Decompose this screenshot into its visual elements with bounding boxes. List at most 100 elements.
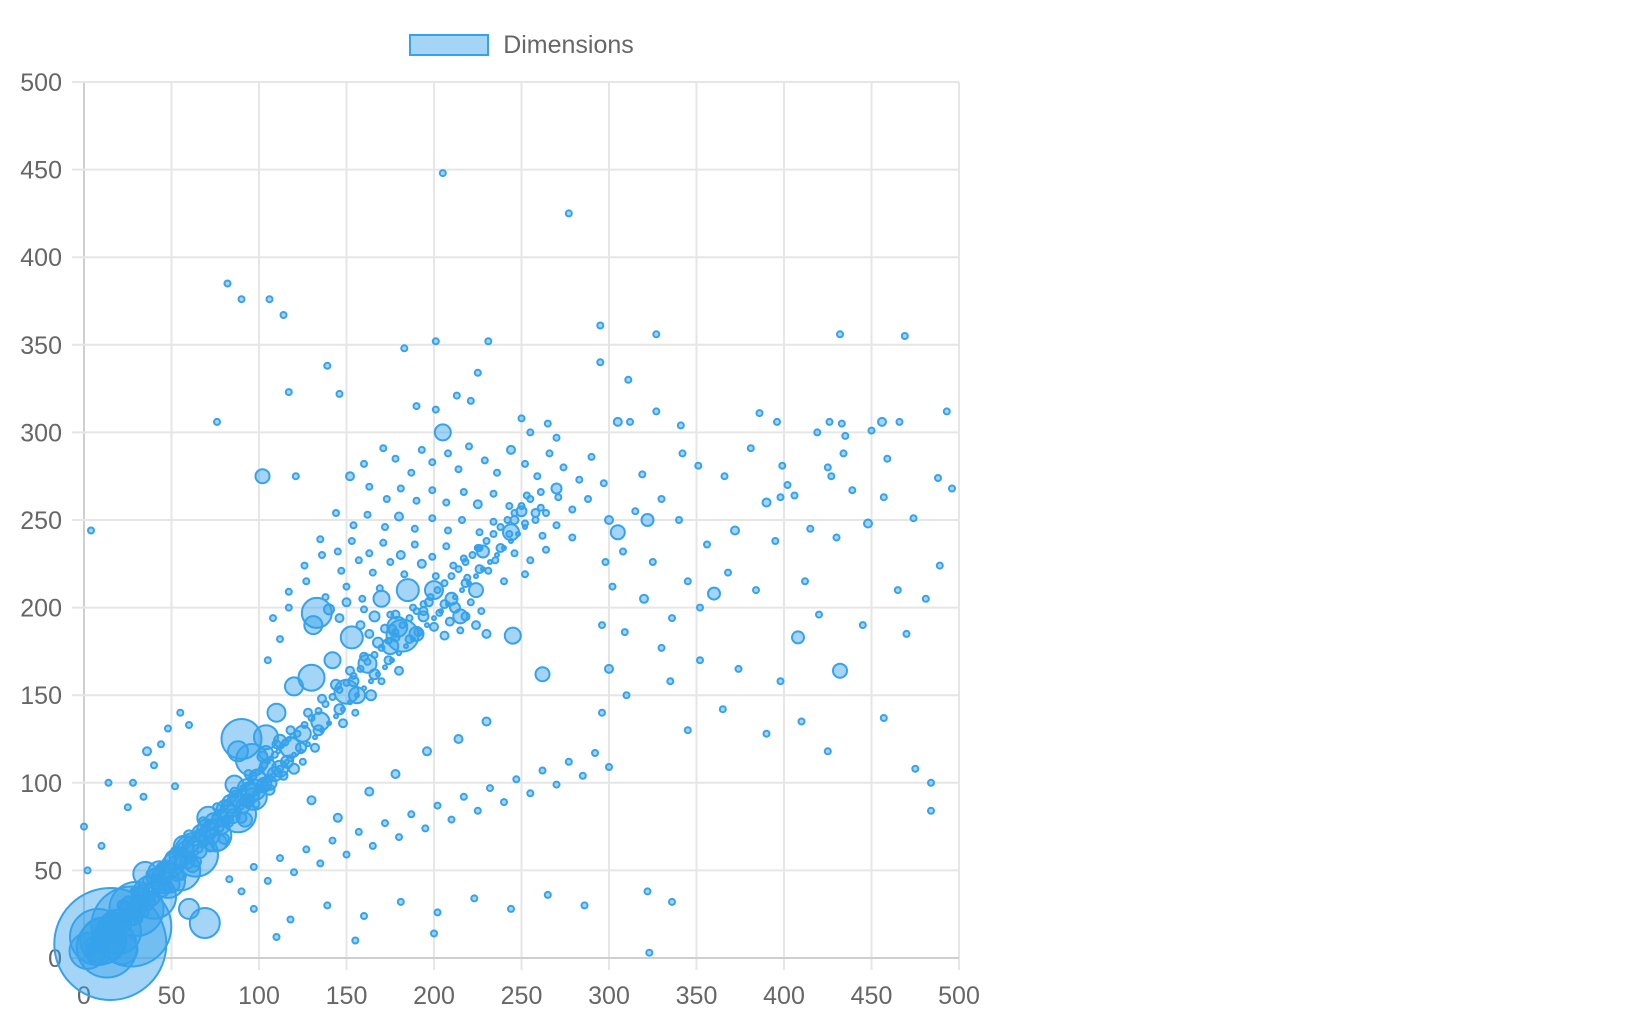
bubble [228,814,234,821]
bubble [604,515,614,525]
bubble [302,577,311,586]
bubble [210,832,217,839]
bubble [694,461,703,470]
bubble [340,706,346,713]
bubble [395,578,420,603]
bubble [473,544,482,552]
bubble [80,822,88,831]
bubble [375,671,381,678]
bubble [184,842,191,849]
bubble [332,812,343,823]
bubble [879,493,888,502]
bubble [326,720,332,727]
bubble [276,854,284,863]
bubble [433,586,442,595]
bubble [481,628,492,639]
bubble [354,556,363,565]
bubble [473,368,482,377]
bubble [285,736,292,742]
bubble [515,531,521,537]
bubble [275,748,282,755]
bubble [550,482,563,495]
bubble [491,556,500,565]
bubble [683,577,692,586]
bubble [104,778,113,787]
bubble [482,537,491,545]
bubble [203,839,210,846]
bubble [503,516,512,524]
bubble [221,821,227,828]
bubble [405,614,414,623]
bubble [832,662,848,679]
bubble [97,841,106,850]
bubble [823,747,832,756]
bubble [505,530,514,538]
bubble [526,428,535,437]
bubble [543,890,552,899]
y-tick-label: 250 [20,507,62,535]
y-tick-label: 50 [34,857,62,885]
bubble [619,547,627,556]
bubble [417,445,426,454]
bubble [286,915,295,924]
bubble [806,524,815,533]
bubble [335,389,344,398]
bubble [431,572,440,581]
bubble [934,474,942,482]
bubble [879,714,888,722]
bubble [489,517,498,526]
bubble [142,746,152,757]
bubble [263,656,272,665]
bubble [668,897,676,906]
bubble [473,573,479,580]
bubble [337,566,346,575]
legend[interactable]: Dimensions [84,32,959,58]
bubble [379,444,388,453]
bubble [463,573,472,582]
bubble [444,616,455,627]
bubble [542,545,550,554]
bubble [648,558,657,566]
bubble [867,426,876,435]
bubble [182,860,189,867]
bubble [825,417,834,426]
bubble [349,671,358,680]
bubble [877,416,887,427]
bubble [752,586,760,595]
bubble [407,468,416,477]
bubble [459,792,468,801]
bubble [205,821,212,828]
bubble [302,845,311,854]
bubble [942,407,951,416]
bubble [318,551,326,559]
bubble [379,538,388,547]
bubble [587,452,596,461]
bubble [278,770,289,781]
bubble [771,537,780,545]
y-tick-label: 100 [20,770,62,798]
bubble [797,717,806,726]
bubble [341,597,352,608]
bubble [755,409,764,418]
bubble [305,741,311,748]
bubble [428,486,437,495]
bubble [368,610,381,623]
bubble [288,762,300,775]
bubble [364,786,375,797]
bubble [400,570,409,579]
bubble [783,481,792,489]
bubble [323,603,335,616]
x-tick-label: 350 [676,982,718,1010]
bubble [598,708,606,717]
bubble [319,727,325,734]
bubble [368,678,374,685]
bubble [225,875,234,884]
bubble [249,904,258,913]
bubble [612,416,623,427]
bubble [552,433,561,442]
bubble [382,664,388,671]
bubble [280,762,287,769]
bubble [386,558,395,566]
bubble [98,942,105,949]
